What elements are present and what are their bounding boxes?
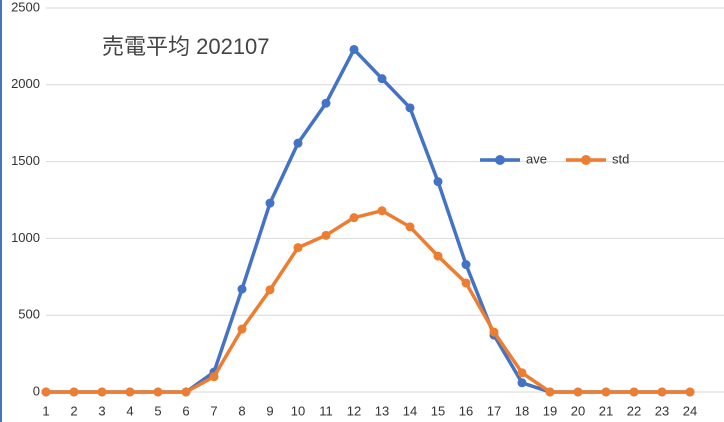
x-tick-label: 18: [515, 403, 529, 418]
x-tick-label: 22: [627, 403, 641, 418]
x-tick-label: 17: [487, 403, 501, 418]
data-point: [153, 387, 163, 397]
x-tick-label: 4: [126, 403, 133, 418]
data-point: [237, 284, 247, 294]
legend-marker: [495, 155, 505, 165]
y-tick-label: 0: [33, 383, 40, 398]
data-point: [405, 103, 415, 113]
x-tick-label: 21: [599, 403, 613, 418]
data-point: [293, 243, 303, 253]
data-point: [517, 368, 527, 378]
data-point: [69, 387, 79, 397]
x-tick-label: 1: [42, 403, 49, 418]
data-point: [265, 198, 275, 208]
legend-item: ave: [480, 151, 547, 166]
legend-label: ave: [526, 151, 547, 166]
x-tick-label: 14: [403, 403, 417, 418]
data-point: [601, 387, 611, 397]
x-tick-label: 3: [98, 403, 105, 418]
legend-label: std: [612, 151, 629, 166]
data-point: [237, 324, 247, 334]
data-point: [657, 387, 667, 397]
data-point: [629, 387, 639, 397]
data-point: [209, 372, 219, 382]
x-tick-label: 24: [683, 403, 697, 418]
chart-title: 売電平均 202107: [102, 34, 270, 59]
y-tick-label: 500: [18, 307, 40, 322]
data-point: [517, 378, 527, 388]
x-tick-label: 16: [459, 403, 473, 418]
data-point: [545, 387, 555, 397]
x-tick-label: 10: [291, 403, 305, 418]
data-point: [461, 278, 471, 288]
data-point: [293, 138, 303, 148]
data-point: [181, 387, 191, 397]
data-point: [349, 213, 359, 223]
y-tick-label: 2000: [11, 76, 40, 91]
data-point: [41, 387, 51, 397]
data-point: [433, 177, 443, 187]
legend-item: std: [566, 151, 629, 166]
data-point: [321, 230, 331, 240]
data-point: [125, 387, 135, 397]
data-point: [461, 260, 471, 270]
x-tick-label: 2: [70, 403, 77, 418]
data-point: [265, 285, 275, 295]
x-tick-label: 6: [182, 403, 189, 418]
x-tick-label: 9: [266, 403, 273, 418]
x-tick-label: 12: [347, 403, 361, 418]
data-point: [573, 387, 583, 397]
y-tick-label: 1500: [11, 153, 40, 168]
data-point: [433, 251, 443, 261]
x-tick-label: 23: [655, 403, 669, 418]
data-point: [321, 98, 331, 108]
x-tick-label: 13: [375, 403, 389, 418]
data-point: [97, 387, 107, 397]
y-tick-label: 1000: [11, 230, 40, 245]
y-tick-label: 2500: [11, 0, 40, 14]
data-point: [685, 387, 695, 397]
data-point: [349, 44, 359, 54]
x-tick-label: 15: [431, 403, 445, 418]
x-tick-label: 8: [238, 403, 245, 418]
x-tick-label: 11: [319, 403, 333, 418]
data-point: [405, 222, 415, 232]
x-tick-label: 7: [210, 403, 217, 418]
data-point: [377, 74, 387, 84]
series-line: [46, 209, 690, 394]
x-tick-label: 20: [571, 403, 585, 418]
legend-marker: [581, 155, 591, 165]
data-point: [377, 206, 387, 216]
data-point: [489, 327, 499, 337]
x-tick-label: 5: [154, 403, 161, 418]
x-tick-label: 19: [543, 403, 557, 418]
